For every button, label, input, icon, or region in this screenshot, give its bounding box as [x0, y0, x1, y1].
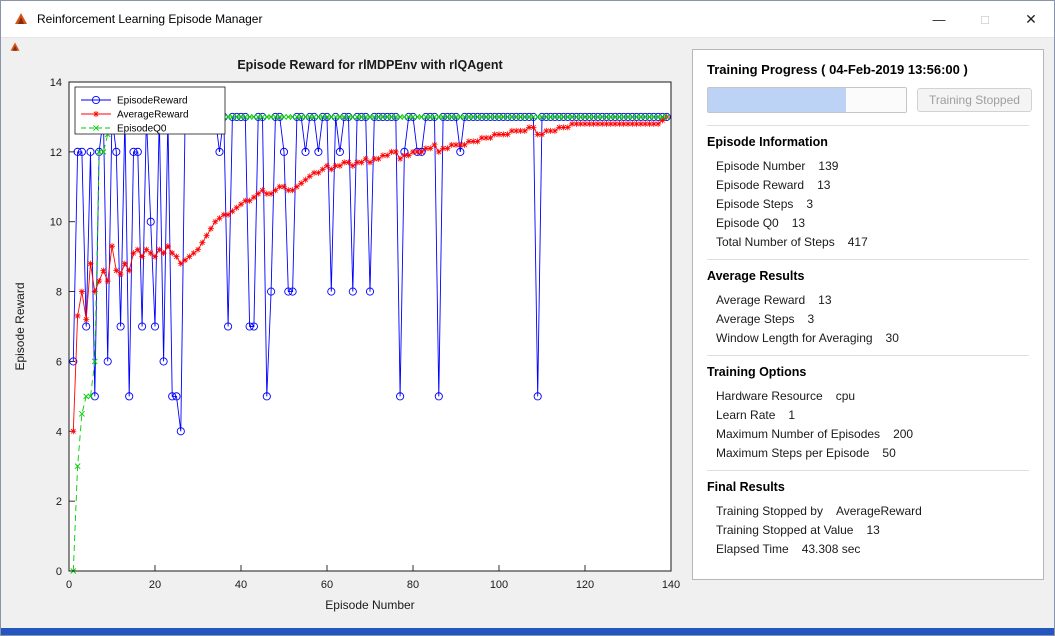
svg-text:14: 14: [50, 77, 62, 89]
svg-text:8: 8: [56, 287, 62, 299]
info-row: Window Length for Averaging 30: [707, 328, 1029, 347]
info-value: 13: [866, 522, 880, 537]
axes: 0 20 40 60 80 100 120 140 0 2 4 6 8 10 12 14: [50, 77, 680, 591]
info-value: 1: [788, 407, 796, 422]
panel-section: Episode Information Episode Number 139 Epis…: [707, 125, 1029, 259]
section-heading: Final Results: [707, 480, 785, 494]
window-title: Reinforcement Learning Episode Manager: [37, 12, 263, 26]
info-label: Episode Steps: [716, 196, 794, 211]
svg-text:0: 0: [56, 566, 62, 578]
info-row: Average Reward 13: [707, 290, 1029, 309]
svg-text:140: 140: [662, 579, 680, 591]
x-axis-label: Episode Number: [325, 598, 414, 612]
info-label: Maximum Steps per Episode: [716, 445, 870, 460]
panel-section: Final Results Training Stopped by AverageR…: [707, 470, 1029, 566]
info-row: Episode Number 139: [707, 156, 1029, 175]
info-row: Training Stopped at Value 13: [707, 520, 1029, 539]
info-label: Hardware Resource: [716, 388, 823, 403]
matlab-app-icon: [15, 13, 27, 24]
info-label: Average Steps: [716, 311, 795, 326]
y-axis-label: Episode Reward: [13, 282, 27, 370]
svg-text:40: 40: [235, 579, 247, 591]
info-row: Maximum Number of Episodes 200: [707, 424, 1029, 443]
panel-section: Average Results Average Reward 13 Average S…: [707, 259, 1029, 355]
series-AverageReward: [70, 113, 670, 435]
training-progress-bar: [707, 87, 907, 113]
info-value: 3: [806, 196, 814, 211]
section-heading: Average Results: [707, 269, 805, 283]
svg-text:12: 12: [50, 147, 62, 159]
svg-text:20: 20: [149, 579, 161, 591]
svg-text:60: 60: [321, 579, 333, 591]
info-row: Learn Rate 1: [707, 405, 1029, 424]
matlab-figure-icon: [10, 42, 20, 51]
info-row: Maximum Steps per Episode 50: [707, 443, 1029, 462]
info-value: cpu: [835, 388, 856, 403]
info-label: Window Length for Averaging: [716, 330, 873, 345]
svg-text:AverageReward: AverageReward: [117, 110, 189, 121]
info-label: Average Reward: [716, 292, 806, 307]
close-button[interactable]: ✕: [1025, 10, 1037, 27]
chart-legend: EpisodeReward AverageReward EpisodeQ0: [74, 86, 226, 135]
chart-title: Episode Reward for rlMDPEnv with rlQAgen…: [237, 58, 503, 72]
info-value: AverageReward: [835, 503, 922, 518]
svg-text:6: 6: [56, 356, 62, 368]
progress-row: Training Stopped: [707, 87, 1032, 113]
title-bar: Reinforcement Learning Episode Manager —…: [1, 1, 1054, 38]
info-row: Elapsed Time 43.308 sec: [707, 539, 1029, 558]
taskbar-strip: [1, 628, 1054, 635]
minimize-button[interactable]: —: [932, 11, 946, 27]
svg-text:4: 4: [56, 426, 62, 438]
info-label: Training Stopped at Value: [716, 522, 854, 537]
info-row: Episode Q0 13: [707, 213, 1029, 232]
info-value: 30: [885, 330, 899, 345]
info-label: Total Number of Steps: [716, 234, 835, 249]
maximize-button[interactable]: □: [981, 11, 989, 27]
info-label: Training Stopped by: [716, 503, 823, 518]
progress-fill: [708, 88, 846, 112]
section-heading: Episode Information: [707, 135, 828, 149]
panel-header: Training Progress ( 04-Feb-2019 13:56:00…: [707, 62, 968, 77]
reward-figure: 0 20 40 60 80 100 120 140 0 2 4 6 8 10 12 14 EpisodeRewa…: [7, 41, 683, 629]
svg-text:80: 80: [407, 579, 419, 591]
window-controls: — □ ✕: [916, 1, 1054, 37]
info-label: Episode Number: [716, 158, 806, 173]
svg-text:2: 2: [56, 496, 62, 508]
info-row: Episode Reward 13: [707, 175, 1029, 194]
info-label: Maximum Number of Episodes: [716, 426, 881, 441]
info-value: 200: [893, 426, 914, 441]
training-progress-panel: Training Progress ( 04-Feb-2019 13:56:00…: [692, 49, 1044, 580]
info-value: 13: [818, 292, 832, 307]
training-stopped-button[interactable]: Training Stopped: [917, 88, 1032, 112]
info-value: 50: [882, 445, 896, 460]
svg-text:0: 0: [66, 579, 72, 591]
panel-section: Training Options Hardware Resource cpu Lear…: [707, 355, 1029, 470]
info-row: Episode Steps 3: [707, 194, 1029, 213]
svg-text:10: 10: [50, 217, 62, 229]
info-row: Total Number of Steps 417: [707, 232, 1029, 251]
svg-text:EpisodeQ0: EpisodeQ0: [117, 124, 167, 135]
info-row: Hardware Resource cpu: [707, 386, 1029, 405]
info-label: Learn Rate: [716, 407, 776, 422]
panel-sections: Episode Information Episode Number 139 Epis…: [707, 125, 1029, 566]
svg-text:120: 120: [576, 579, 594, 591]
svg-text:EpisodeReward: EpisodeReward: [117, 96, 188, 107]
info-label: Episode Reward: [716, 177, 805, 192]
info-label: Elapsed Time: [716, 541, 789, 556]
info-label: Episode Q0: [716, 215, 779, 230]
info-value: 417: [847, 234, 868, 249]
info-value: 139: [818, 158, 839, 173]
section-heading: Training Options: [707, 365, 807, 379]
info-value: 3: [807, 311, 815, 326]
info-value: 13: [791, 215, 806, 230]
info-value: 43.308 sec: [801, 541, 861, 556]
svg-text:100: 100: [490, 579, 508, 591]
info-value: 13: [817, 177, 831, 192]
info-row: Average Steps 3: [707, 309, 1029, 328]
reward-chart-svg: 0 20 40 60 80 100 120 140 0 2 4 6 8 10 12 14 EpisodeRewa…: [13, 58, 680, 612]
info-row: Training Stopped by AverageReward: [707, 501, 1029, 520]
